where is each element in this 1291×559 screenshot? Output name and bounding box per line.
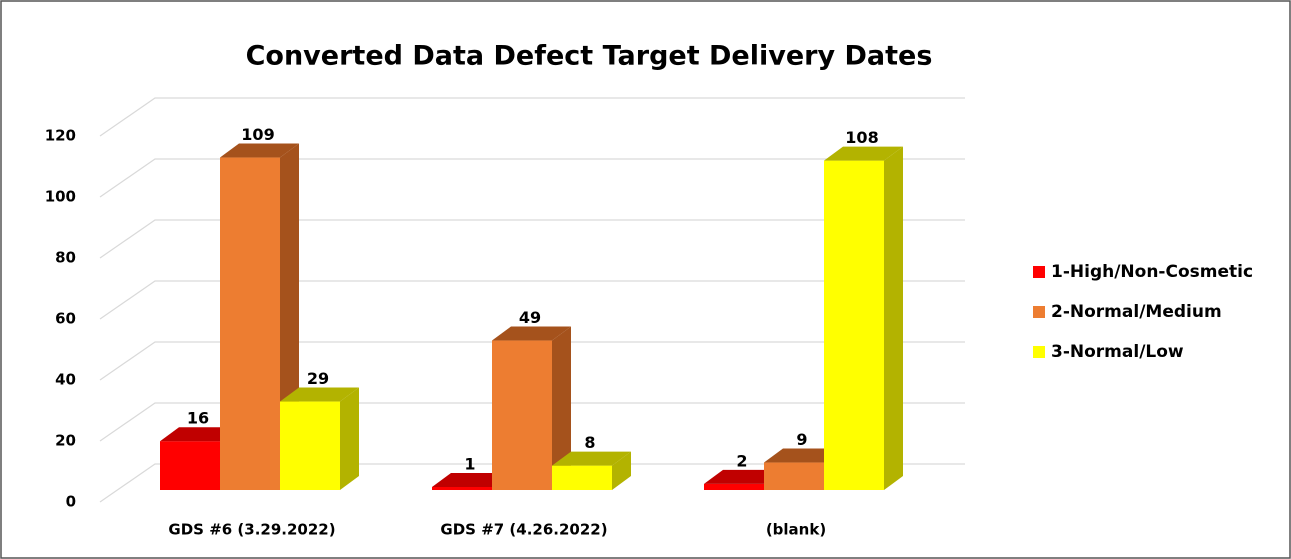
bar-front	[280, 401, 340, 490]
legend-label: 3-Normal/Low	[1051, 342, 1184, 362]
bar-top	[220, 143, 299, 158]
y-tick-label: 0	[66, 493, 76, 511]
bar-front	[824, 160, 884, 490]
y-tick-label: 100	[45, 188, 76, 206]
grid-line	[99, 402, 965, 442]
grid-line	[99, 341, 965, 381]
bar-top	[764, 448, 843, 463]
grid-line	[99, 280, 965, 320]
x-tick-label: GDS #6 (3.29.2022)	[168, 521, 335, 539]
bar-top	[552, 451, 631, 466]
bar	[552, 451, 631, 490]
legend-swatch	[1033, 266, 1045, 278]
x-tick-label: GDS #7 (4.26.2022)	[440, 521, 607, 539]
bar	[824, 146, 903, 490]
data-label: 1	[464, 454, 475, 473]
data-label: 49	[519, 308, 541, 327]
grid-line	[99, 97, 965, 137]
data-label: 108	[845, 128, 878, 147]
bar-top	[432, 472, 511, 487]
data-label: 109	[241, 125, 274, 144]
x-tick-label: (blank)	[766, 521, 826, 539]
y-tick-label: 60	[55, 310, 76, 328]
bar-front	[552, 465, 612, 490]
bar-front	[492, 340, 552, 490]
bar-side	[884, 146, 903, 490]
data-label: 8	[584, 433, 595, 452]
legend-swatch	[1033, 306, 1045, 318]
bar-top	[280, 387, 359, 402]
y-tick-label: 40	[55, 371, 76, 389]
y-tick-label: 20	[55, 432, 76, 450]
bar-front	[764, 462, 824, 490]
legend-label: 1-High/Non-Cosmetic	[1051, 262, 1253, 282]
bar	[492, 326, 571, 490]
legend-label: 2-Normal/Medium	[1051, 302, 1222, 322]
bar-top	[160, 427, 239, 442]
y-tick-label: 120	[45, 127, 76, 145]
bar-front	[704, 483, 764, 490]
grid-line	[99, 219, 965, 259]
grid-line	[99, 158, 965, 198]
bar-side	[552, 326, 571, 490]
bar-top	[704, 469, 783, 484]
y-tick-label: 80	[55, 249, 76, 267]
bar-front	[220, 157, 280, 491]
grid-line	[99, 463, 965, 503]
bar	[280, 387, 359, 490]
bar-side	[340, 387, 359, 490]
bar-top	[824, 146, 903, 161]
data-label: 29	[307, 369, 329, 388]
bar-side	[612, 451, 631, 490]
bar-front	[160, 441, 220, 490]
data-label: 9	[796, 430, 807, 449]
bar-top	[492, 326, 571, 341]
data-label: 2	[736, 451, 747, 470]
chart-title: Converted Data Defect Target Delivery Da…	[246, 41, 933, 72]
legend-swatch	[1033, 346, 1045, 358]
bar-front	[432, 486, 492, 490]
data-label: 16	[187, 409, 209, 428]
